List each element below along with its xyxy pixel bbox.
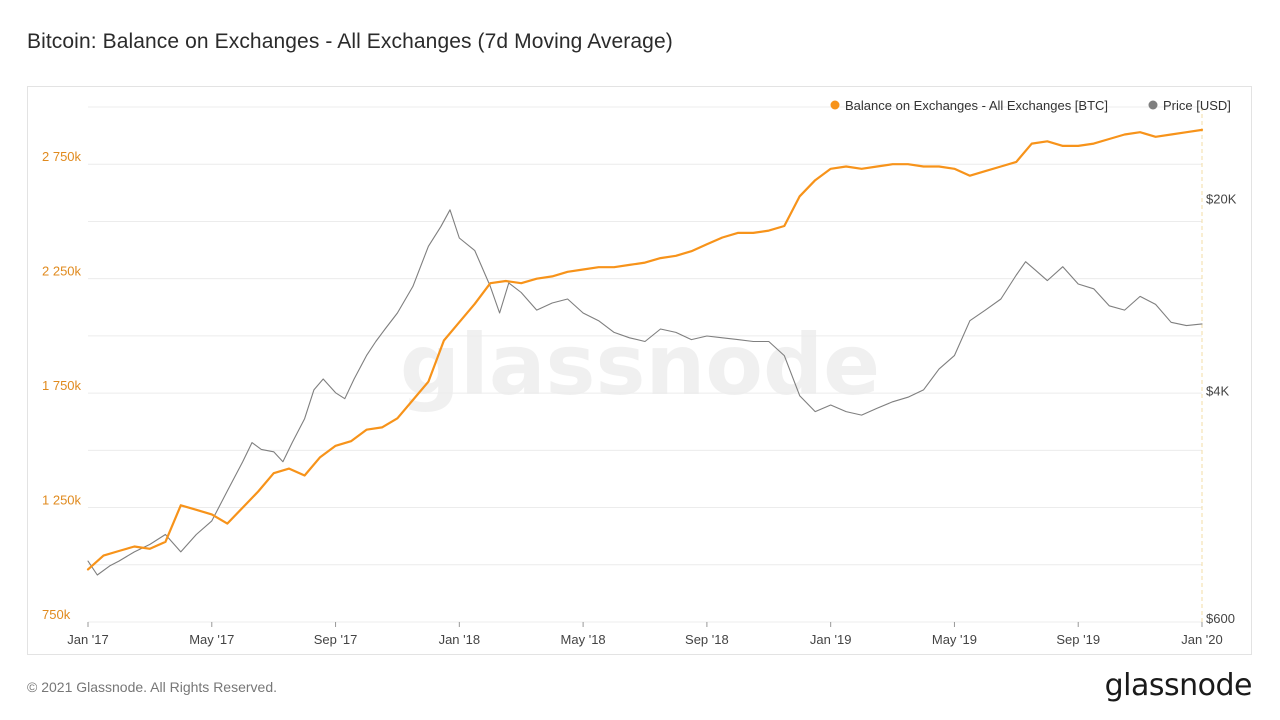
price-line (87, 209, 1203, 576)
balance-series (86, 128, 1204, 571)
brand-logo[interactable]: glassnode (1104, 668, 1253, 703)
legend-price-label[interactable]: Price [USD] (1163, 98, 1231, 113)
left-axis-tick-label: 750k (42, 607, 71, 622)
x-axis-tick-label: Jan '20 (1181, 632, 1223, 647)
legend: Balance on Exchanges - All Exchanges [BT… (830, 98, 1231, 113)
x-axis-tick-label: May '18 (561, 632, 606, 647)
copyright: © 2021 Glassnode. All Rights Reserved. (27, 679, 278, 695)
x-axis-tick-label: Sep '17 (314, 632, 358, 647)
chart-canvas: glassnode 750k 1 250k 1 750k 2 250k 2 750k $… (42, 98, 1237, 647)
x-axis-tick-label: Jan '17 (67, 632, 109, 647)
x-axis-tick-label: May '17 (189, 632, 234, 647)
legend-balance-label[interactable]: Balance on Exchanges - All Exchanges [BT… (845, 98, 1108, 113)
left-axis-tick-label: 1 250k (42, 493, 82, 508)
price-series (87, 209, 1203, 576)
left-axis-tick-label: 1 750k (42, 378, 82, 393)
right-axis-tick-label: $600 (1206, 611, 1235, 626)
left-axis-tick-label: 2 750k (42, 149, 82, 164)
x-axis-tick-label: Jan '19 (810, 632, 852, 647)
right-axis-tick-label: $20K (1206, 192, 1237, 207)
right-axis-tick-label: $4K (1206, 384, 1229, 399)
x-axis: Jan '17 May '17 Sep '17 Jan '18 May '18 Sep '… (67, 622, 1223, 647)
x-axis-tick-label: Jan '18 (439, 632, 481, 647)
legend-price-marker (1148, 100, 1158, 110)
right-axis: $600 $4K $20K (1206, 192, 1237, 626)
chart-panel (27, 86, 1252, 655)
watermark: glassnode (400, 316, 880, 414)
grid-lines (88, 106, 1203, 623)
legend-balance-marker (830, 100, 840, 110)
balance-line (86, 128, 1204, 571)
chart-title: Bitcoin: Balance on Exchanges - All Exch… (27, 30, 673, 53)
x-axis-tick-label: May '19 (932, 632, 977, 647)
left-axis-tick-label: 2 250k (42, 264, 82, 279)
x-axis-tick-label: Sep '19 (1056, 632, 1100, 647)
x-axis-tick-label: Sep '18 (685, 632, 729, 647)
left-axis: 750k 1 250k 1 750k 2 250k 2 750k (42, 149, 82, 622)
